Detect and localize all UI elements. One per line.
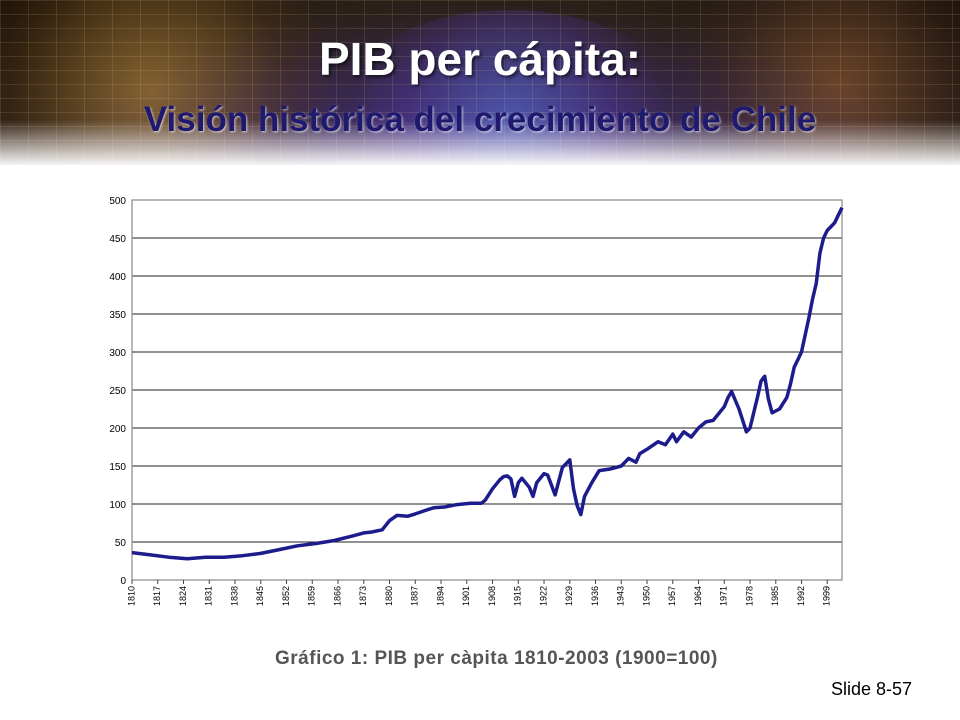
x-tick-label: 1817 — [152, 586, 162, 606]
x-tick-label: 1922 — [538, 586, 548, 606]
x-tick-label: 1859 — [307, 586, 317, 606]
x-tick-label: 1887 — [410, 586, 420, 606]
plot-frame — [131, 199, 843, 581]
slide-title: PIB per cápita: — [318, 33, 642, 85]
grid-lines — [132, 199, 842, 581]
x-tick-label: 1985 — [770, 586, 780, 606]
x-tick-label: 1978 — [744, 586, 754, 606]
x-tick-label: 1838 — [229, 586, 239, 606]
x-tick-label: 1831 — [204, 586, 214, 606]
x-tick-label: 1810 — [126, 586, 136, 606]
x-tick-label: 1845 — [255, 586, 265, 606]
series-line-gdp — [131, 206, 844, 561]
y-tick-label: 0 — [120, 576, 126, 587]
x-tick-label: 1873 — [358, 586, 368, 606]
y-tick-label: 200 — [109, 424, 126, 435]
x-tick-label: 1901 — [461, 586, 471, 606]
header-banner — [0, 0, 960, 165]
slide-number: Slide 8-57 — [830, 679, 912, 699]
y-tick-label: 50 — [115, 538, 127, 549]
y-axis-ticks: 0 50 100 150 200 250 300 350 400 450 500 — [109, 196, 126, 587]
y-tick-label: 250 — [109, 386, 126, 397]
y-tick-label: 100 — [109, 500, 126, 511]
chart-caption: Gráfico 1: PIB per càpita 1810-2003 (190… — [275, 648, 718, 669]
x-tick-label: 1992 — [796, 586, 806, 606]
x-tick-label: 1943 — [616, 586, 626, 606]
x-tick-label: 1852 — [281, 586, 291, 606]
banner-fade — [0, 120, 960, 165]
x-tick-label: 1971 — [719, 586, 729, 606]
slide-subtitle: Visión histórica del crecimiento de Chil… — [143, 100, 817, 139]
x-tick-label: 1915 — [513, 586, 523, 606]
y-tick-label: 500 — [109, 196, 126, 207]
y-tick-label: 300 — [109, 348, 126, 359]
y-tick-label: 150 — [109, 462, 126, 473]
x-tick-label: 1908 — [487, 586, 497, 606]
x-tick-label: 1950 — [641, 586, 651, 606]
x-tick-label: 1957 — [667, 586, 677, 606]
y-tick-label: 450 — [109, 234, 126, 245]
x-tick-label: 1936 — [590, 586, 600, 606]
x-tick-label: 1999 — [822, 586, 832, 606]
x-axis-ticks: 1810 1817 1824 1831 1838 1845 1852 1859 1866 1873… — [126, 580, 832, 606]
x-tick-label: 1880 — [384, 586, 394, 606]
x-tick-label: 1866 — [332, 586, 342, 606]
y-tick-label: 400 — [109, 272, 126, 283]
x-tick-label: 1894 — [435, 586, 445, 606]
x-tick-label: 1824 — [178, 586, 188, 606]
x-tick-label: 1964 — [693, 586, 703, 606]
x-tick-label: 1929 — [564, 586, 574, 606]
y-tick-label: 350 — [109, 310, 126, 321]
